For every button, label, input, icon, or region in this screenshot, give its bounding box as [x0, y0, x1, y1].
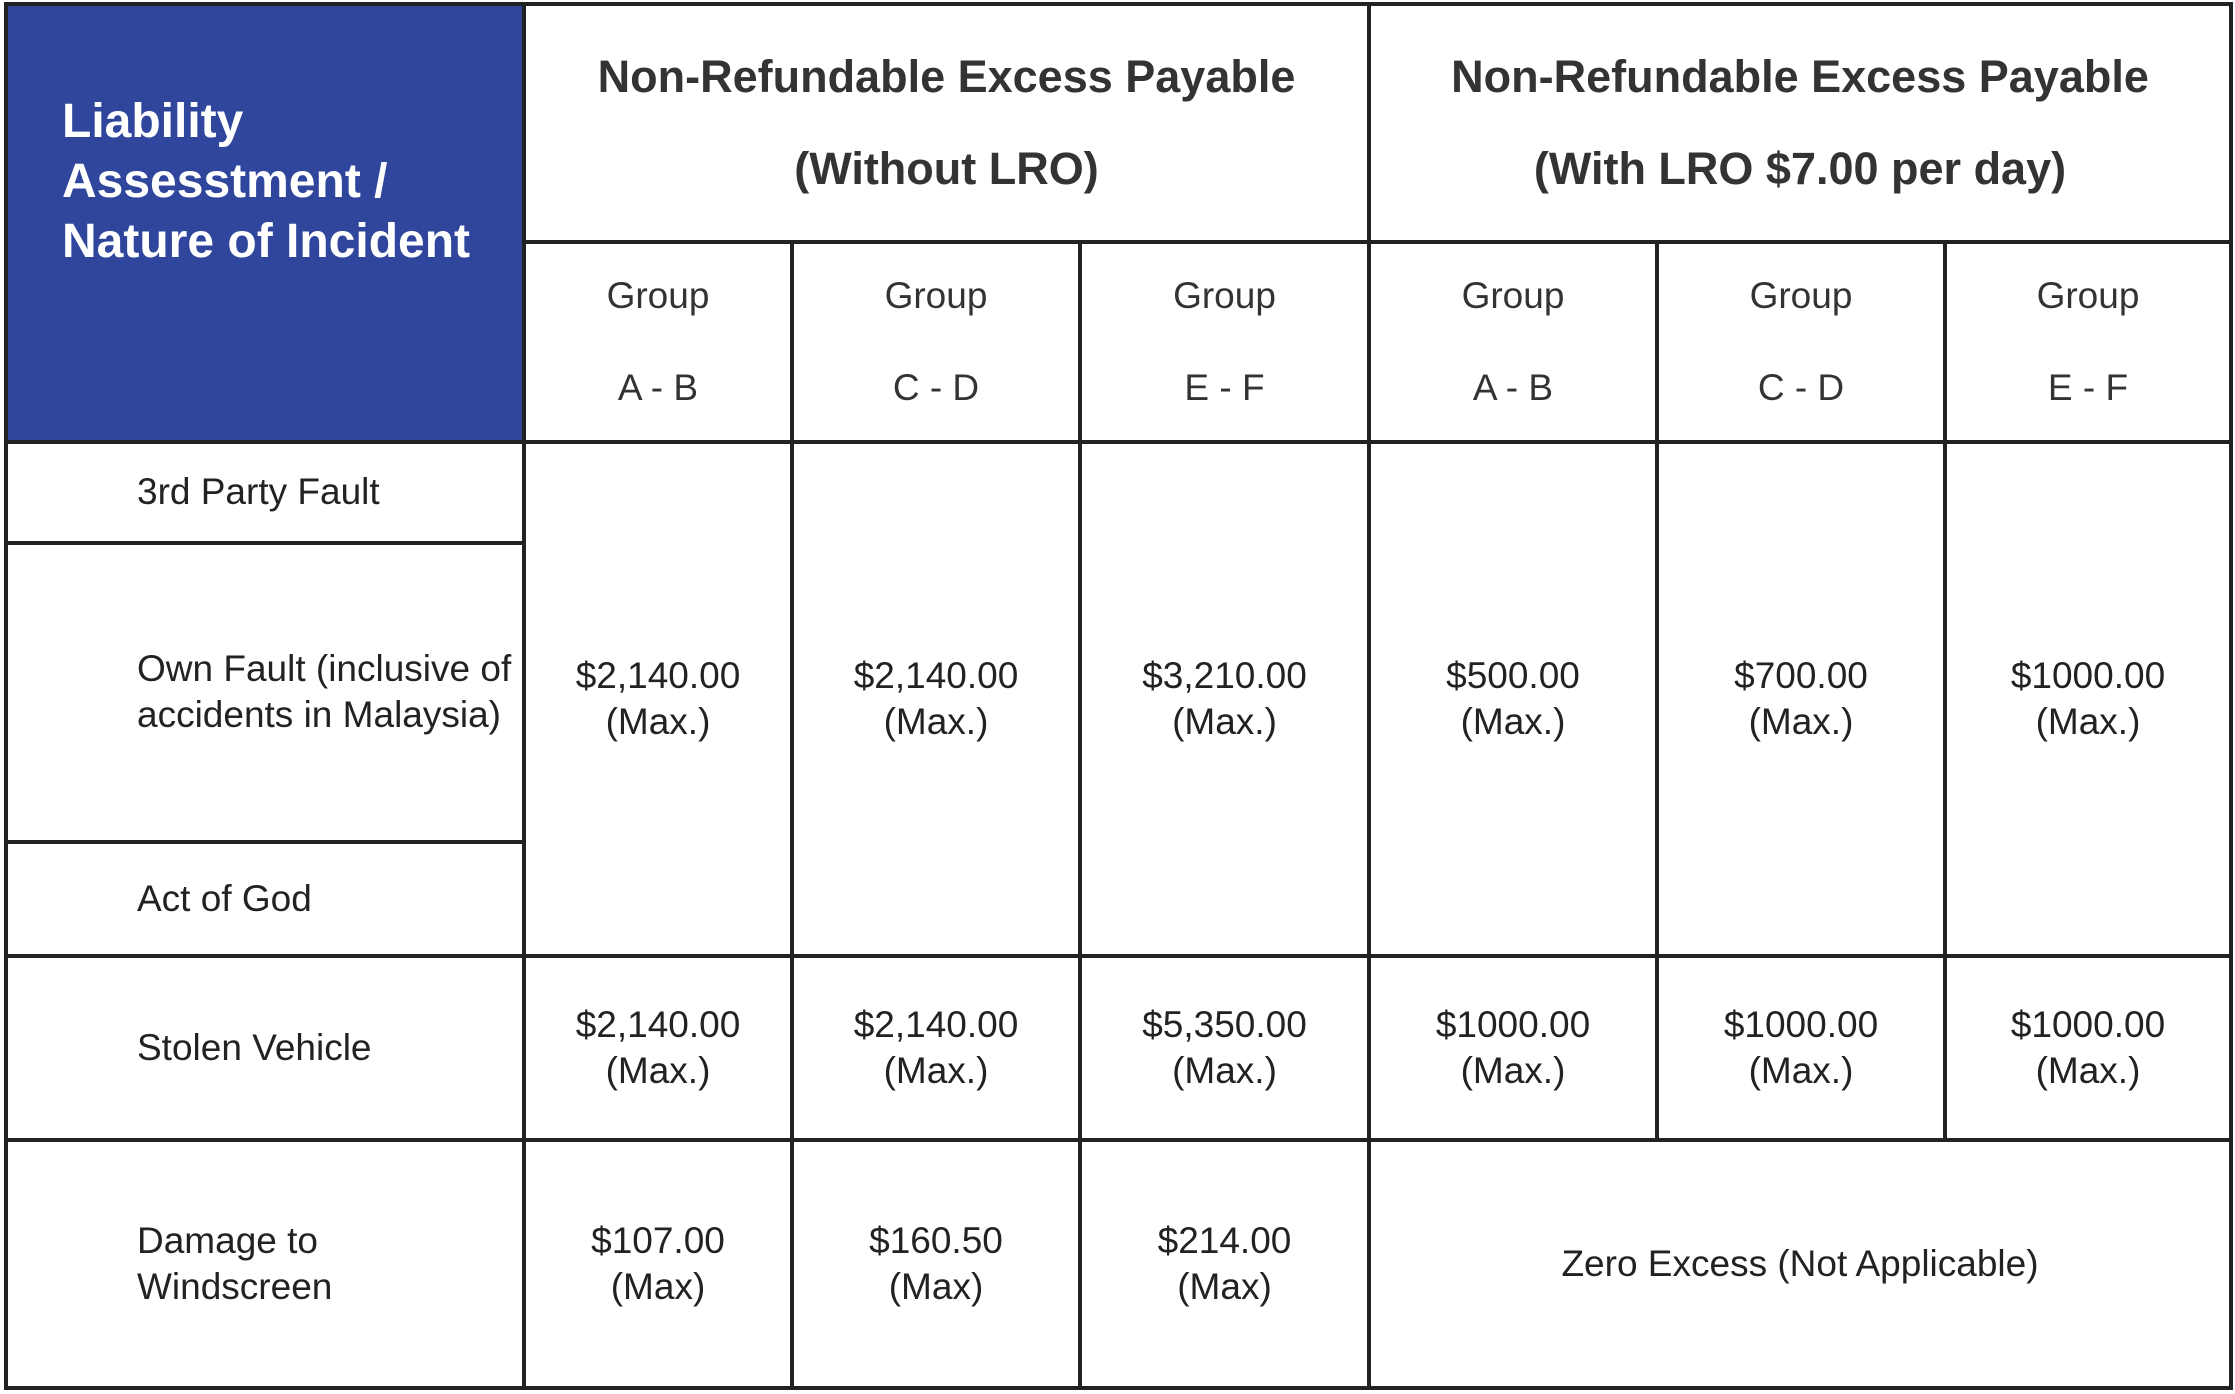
- corner-header-text: Liability Assesstment / Nature of Incide…: [62, 95, 471, 268]
- subgroup-header: Group E - F: [1080, 242, 1369, 441]
- excess-amount: $700.00: [1734, 654, 1868, 696]
- subgroup-range: A - B: [617, 366, 699, 408]
- excess-amount: $5,350.00: [1142, 1003, 1307, 1045]
- subgroup-label: Group: [606, 274, 710, 316]
- fault-excess-cell: $2,140.00 (Max.): [792, 442, 1080, 955]
- subgroup-header: Group C - D: [792, 242, 1080, 441]
- fault-excess-cell: $1000.00 (Max.): [1945, 442, 2231, 955]
- subgroup-range: A - B: [1472, 366, 1554, 408]
- subgroup-label: Group: [2036, 274, 2140, 316]
- excess-note: (Max.): [1460, 1049, 1566, 1091]
- excess-amount: $107.00: [591, 1220, 725, 1261]
- grid-line: [522, 2, 526, 1390]
- excess-note: (Max.): [883, 1049, 989, 1091]
- group-header-title: Non-Refundable Excess Payable: [1451, 51, 2149, 102]
- subgroup-label: Group: [1461, 274, 1565, 316]
- subgroup-label: Group: [1749, 274, 1853, 316]
- subgroup-range: E - F: [1184, 366, 1265, 408]
- windscreen-excess-cell: $214.00 (Max): [1080, 1140, 1369, 1388]
- excess-note: (Max.): [605, 700, 711, 742]
- excess-note: (Max.): [2035, 700, 2141, 742]
- grid-line: [4, 840, 524, 844]
- subgroup-header: Group C - D: [1657, 242, 1945, 441]
- windscreen-excess-cell: $107.00 (Max): [524, 1140, 792, 1388]
- group-header-without-lro: Non-Refundable Excess Payable (Without L…: [524, 4, 1369, 242]
- excess-note: (Max.): [883, 700, 989, 742]
- excess-note: (Max): [888, 1266, 984, 1307]
- subgroup-range: C - D: [1757, 366, 1845, 408]
- excess-note: (Max): [1177, 1266, 1272, 1307]
- zero-excess-text: Zero Excess (Not Applicable): [1561, 1243, 2039, 1284]
- windscreen-lro-cell: Zero Excess (Not Applicable): [1369, 1140, 2231, 1388]
- group-header-subtitle: (Without LRO): [794, 143, 1099, 194]
- grid-line: [4, 2, 2233, 6]
- excess-note: (Max.): [1748, 700, 1854, 742]
- excess-note: (Max.): [1460, 700, 1566, 742]
- stolen-excess-cell: $1000.00 (Max.): [1369, 956, 1657, 1139]
- excess-amount: $2,140.00: [853, 654, 1019, 696]
- excess-amount: $2,140.00: [575, 654, 741, 696]
- excess-amount: $160.50: [869, 1220, 1003, 1261]
- row-label-damage-to-windscreen: Damage to Windscreen: [137, 1220, 333, 1307]
- row-label-third-party-fault: 3rd Party Fault: [137, 471, 380, 512]
- stolen-excess-cell: $5,350.00 (Max.): [1080, 956, 1369, 1139]
- grid-line: [1943, 240, 1947, 1140]
- excess-note: (Max.): [605, 1049, 711, 1091]
- excess-note: (Max.): [1172, 700, 1277, 742]
- grid-line: [1367, 2, 1371, 1390]
- excess-amount: $3,210.00: [1142, 654, 1307, 696]
- excess-note: (Max.): [2035, 1049, 2141, 1091]
- excess-note: (Max.): [1172, 1049, 1277, 1091]
- subgroup-range: E - F: [2047, 366, 2129, 408]
- stolen-excess-cell: $1000.00 (Max.): [1657, 956, 1945, 1139]
- excess-amount: $2,140.00: [575, 1003, 741, 1045]
- excess-note: (Max.): [1748, 1049, 1854, 1091]
- grid-line: [4, 2, 8, 1390]
- subgroup-header: Group E - F: [1945, 242, 2231, 441]
- group-header-with-lro: Non-Refundable Excess Payable (With LRO …: [1369, 4, 2231, 242]
- grid-line: [2229, 2, 2233, 1390]
- grid-line: [790, 240, 794, 1390]
- excess-amount: $500.00: [1446, 654, 1580, 696]
- fault-excess-cell: $2,140.00 (Max.): [524, 442, 792, 955]
- excess-note: (Max): [610, 1266, 706, 1307]
- row-label-act-of-god: Act of God: [137, 877, 312, 919]
- grid-line: [4, 440, 2233, 444]
- group-header-subtitle: (With LRO $7.00 per day): [1533, 143, 2067, 194]
- stolen-excess-cell: $1000.00 (Max.): [1945, 956, 2231, 1139]
- windscreen-excess-cell: $160.50 (Max): [792, 1140, 1080, 1388]
- fault-excess-cell: $700.00 (Max.): [1657, 442, 1945, 955]
- grid-line: [4, 954, 2233, 958]
- excess-amount: $1000.00: [2010, 654, 2166, 696]
- excess-amount: $1000.00: [1723, 1003, 1879, 1045]
- excess-amount: $1000.00: [1435, 1003, 1591, 1045]
- fault-excess-cell: $3,210.00 (Max.): [1080, 442, 1369, 955]
- grid-line: [4, 541, 524, 545]
- stolen-excess-cell: $2,140.00 (Max.): [792, 956, 1080, 1139]
- grid-line: [1078, 240, 1082, 1390]
- excess-amount: $2,140.00: [853, 1003, 1019, 1045]
- subgroup-header: Group A - B: [524, 242, 792, 441]
- subgroup-label: Group: [1173, 274, 1276, 316]
- fault-excess-cell: $500.00 (Max.): [1369, 442, 1657, 955]
- subgroup-range: C - D: [892, 366, 980, 408]
- group-header-title: Non-Refundable Excess Payable: [597, 51, 1296, 102]
- grid-line: [4, 1138, 2233, 1142]
- corner-header-cell: Liability Assesstment / Nature of Incide…: [4, 4, 524, 441]
- stolen-excess-cell: $2,140.00 (Max.): [524, 956, 792, 1139]
- grid-line: [4, 1386, 2233, 1390]
- excess-amount: $214.00: [1157, 1220, 1292, 1261]
- subgroup-header: Group A - B: [1369, 242, 1657, 441]
- subgroup-label: Group: [884, 274, 988, 316]
- grid-line: [524, 240, 2233, 244]
- row-label-stolen-vehicle: Stolen Vehicle: [137, 1026, 372, 1068]
- row-label-own-fault: Own Fault (inclusive of accidents in Mal…: [137, 648, 512, 735]
- excess-amount: $1000.00: [2010, 1003, 2166, 1045]
- grid-line: [1655, 240, 1659, 1140]
